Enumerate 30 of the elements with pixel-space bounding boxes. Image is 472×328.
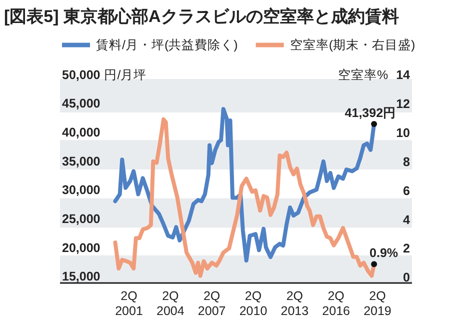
chart-title: [図表5] 東京都心部Aクラスビルの空室率と成約賃料 [4,7,399,26]
y2-tick-label: 2 [403,242,410,256]
y-tick-label: 20,000 [62,240,100,255]
y2-tick-label: 10 [396,126,410,140]
x-tick-label: 2Q 2010 [239,289,268,318]
y-tick-label: 15,000 [62,270,100,284]
y2-tick-label: 12 [396,96,410,111]
y-tick-label: 25,000 [62,212,100,226]
y2-tick-label: 6 [403,184,410,198]
y2-tick-label: 14 [396,68,410,82]
y-tick-label: 30,000 [62,183,100,198]
annotation: 0.9% [370,246,398,260]
x-tick-label: 2Q 2019 [364,289,392,318]
x-tick-label: 2Q 2016 [322,289,350,318]
y-tick-label: 35,000 [62,154,100,168]
x-tick-label: 2Q 2004 [156,289,184,318]
legend-label: 賃料/月・坪(共益費除く) [96,38,238,52]
annotation: 41,392円 [344,106,396,120]
x-tick-label: 2Q 2013 [280,289,309,318]
x-tick-label: 2Q 2001 [115,289,143,318]
x-tick-label: 2Q 2007 [198,289,226,318]
y-axis-title: 円/月坪 [104,68,147,82]
y2-tick-label: 0 [403,270,410,285]
y2-tick-label: 8 [403,154,410,169]
y-tick-label: 45,000 [62,96,100,111]
y-tick-label: 50,000 [62,68,100,82]
y2-tick-label: 4 [403,212,410,227]
legend-label: 空室率(期末・右目盛) [290,37,416,52]
y-tick-label: 40,000 [62,126,100,140]
y2-axis-title: 空室率% [338,66,388,82]
